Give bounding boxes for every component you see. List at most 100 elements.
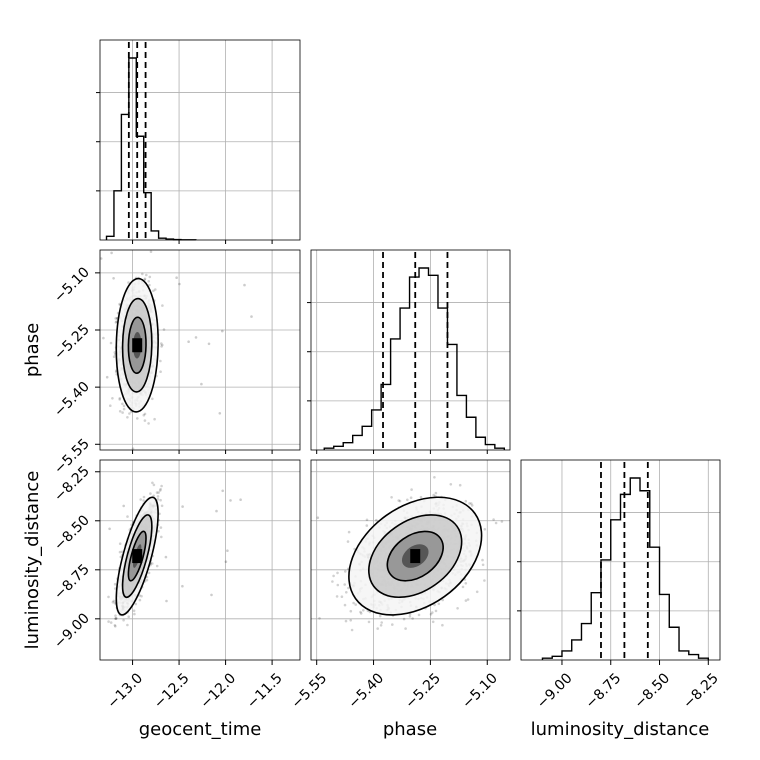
sample-point — [359, 610, 362, 614]
sample-point — [138, 598, 142, 602]
sample-point — [359, 612, 363, 615]
sample-point — [160, 345, 163, 348]
sample-point — [159, 498, 162, 502]
sample-point — [411, 617, 414, 620]
x-tick-label: −12.0 — [198, 670, 240, 712]
sample-point — [468, 502, 471, 505]
sample-point — [148, 283, 151, 287]
sample-point — [433, 603, 436, 607]
sample-point — [113, 582, 117, 586]
sample-point — [433, 476, 436, 479]
sample-point — [239, 498, 242, 502]
sample-point — [152, 483, 156, 487]
sample-point — [344, 619, 348, 623]
sample-point — [108, 527, 111, 531]
density-peak — [132, 338, 143, 353]
sample-point — [128, 412, 131, 415]
sample-point — [437, 602, 441, 606]
sample-point — [221, 489, 224, 493]
sample-point — [160, 535, 163, 539]
sample-point — [344, 570, 347, 573]
sample-point — [685, 546, 688, 549]
sample-point — [119, 555, 123, 559]
sample-point — [441, 598, 445, 602]
sample-point — [161, 343, 164, 347]
x-tick-label: −5.40 — [346, 670, 388, 712]
x-tick-label: −13.0 — [105, 670, 147, 712]
sample-point — [432, 493, 436, 497]
sample-point — [207, 342, 211, 346]
sample-point — [354, 603, 358, 606]
sample-point — [110, 251, 113, 255]
sample-point — [481, 558, 484, 562]
sample-point — [345, 591, 348, 594]
x-tick-label: −5.55 — [289, 670, 331, 712]
sample-point — [461, 585, 465, 589]
sample-point — [434, 491, 438, 495]
sample-point — [215, 509, 218, 513]
sample-point — [160, 484, 163, 488]
sample-point — [121, 402, 124, 406]
sample-point — [406, 498, 409, 502]
sample-point — [143, 277, 147, 281]
sample-point — [218, 412, 222, 415]
sample-point — [346, 540, 350, 543]
sample-point — [131, 447, 135, 450]
sample-point — [226, 549, 229, 552]
y-axis-title-0: phase — [22, 323, 43, 377]
sample-point — [118, 410, 122, 413]
sample-point — [114, 321, 118, 324]
sample-point — [380, 621, 384, 624]
y-tick-label: −8.50 — [51, 512, 93, 554]
sample-point — [187, 340, 190, 344]
sample-point — [159, 526, 163, 529]
y-tick-label: −8.75 — [51, 561, 93, 603]
sample-point — [178, 282, 181, 286]
sample-point — [397, 499, 401, 502]
sample-point — [441, 623, 444, 627]
sample-point — [134, 602, 138, 606]
sample-point — [181, 584, 184, 588]
sample-point — [695, 580, 698, 583]
sample-point — [118, 398, 121, 401]
sample-point — [636, 528, 639, 531]
hist-panel-geocent_time — [96, 39, 301, 241]
sample-point — [127, 615, 130, 618]
y-axis-title-1: luminosity_distance — [22, 471, 43, 650]
sample-point — [109, 341, 113, 345]
x-tick-label: −9.00 — [534, 670, 576, 712]
sample-point — [404, 627, 407, 630]
sample-point — [431, 620, 435, 624]
sample-point — [113, 624, 117, 627]
joint-panel-geocent_time-phase — [99, 249, 301, 451]
sample-point — [127, 281, 130, 284]
sample-point — [152, 494, 155, 498]
panel-frame — [520, 459, 721, 661]
sample-point — [132, 609, 136, 612]
sample-point — [118, 550, 122, 554]
sample-point — [157, 491, 160, 494]
sample-point — [145, 273, 148, 277]
sample-point — [112, 277, 115, 280]
sample-point — [154, 288, 157, 291]
sample-point — [142, 413, 146, 417]
sample-point — [332, 574, 335, 578]
panel-frame — [310, 459, 511, 661]
hist-panel-luminosity_distance — [517, 459, 721, 661]
sample-point — [343, 583, 347, 586]
sample-point — [141, 272, 144, 276]
sample-point — [139, 498, 142, 501]
sample-point — [153, 417, 156, 421]
sample-point — [500, 520, 504, 523]
sample-point — [456, 607, 459, 610]
sample-point — [159, 359, 162, 363]
sample-point — [181, 505, 184, 508]
sample-point — [143, 419, 147, 422]
sample-point — [151, 481, 154, 485]
sample-point — [347, 586, 350, 590]
sample-point — [159, 370, 162, 374]
sample-point — [107, 595, 110, 599]
sample-point — [100, 257, 103, 260]
samples — [100, 250, 253, 450]
sample-point — [114, 617, 118, 620]
